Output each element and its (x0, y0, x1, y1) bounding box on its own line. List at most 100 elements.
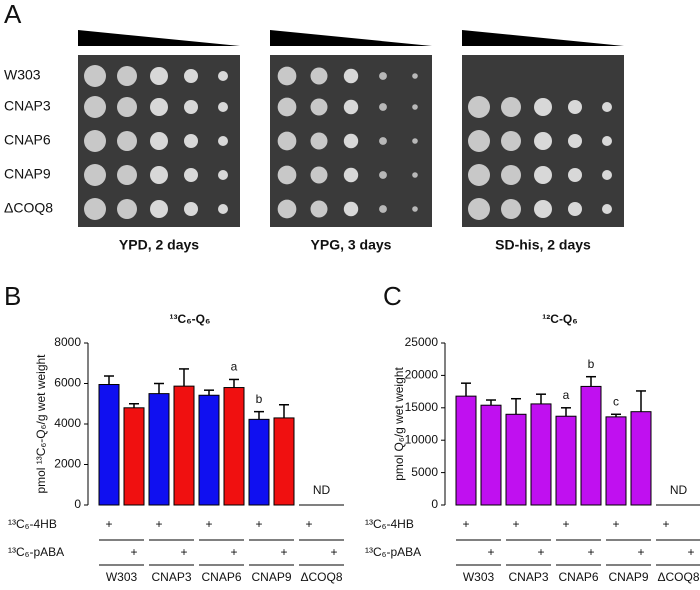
strain-label: ΔCOQ8 (4, 200, 53, 216)
colony-spot (117, 199, 137, 219)
plus-sign: + (155, 517, 162, 531)
y-axis-label: pmol Q₆/g wet weight (392, 367, 406, 481)
row-label: ¹³C₆-pABA (365, 545, 421, 559)
y-axis-label: pmol ¹³C₆-Q₆/g wet weight (34, 354, 48, 494)
colony-spot (277, 66, 297, 86)
colony-spot (379, 171, 387, 179)
panel-letter: B (4, 281, 21, 311)
colony-spot (184, 100, 198, 114)
colony-spot (602, 204, 612, 214)
y-tick-label: 2000 (54, 457, 81, 471)
plus-sign: + (130, 545, 137, 559)
plus-sign: + (662, 517, 669, 531)
error-bar (229, 378, 239, 388)
bar (123, 407, 145, 506)
plus-sign: + (587, 545, 594, 559)
colony-spot (412, 206, 418, 212)
error-bar (511, 397, 521, 415)
bar (530, 403, 552, 506)
row-label: ¹³C₆-pABA (8, 545, 64, 559)
group-label: ΔCOQ8 (300, 570, 342, 584)
group-label: CNAP6 (201, 570, 241, 584)
colony-spot (184, 168, 198, 182)
error-bar (154, 382, 164, 394)
y-tick-label: 25000 (405, 335, 439, 349)
colony-spot (184, 134, 198, 148)
bar (455, 395, 477, 506)
error-bar (636, 390, 646, 412)
error-bar (254, 410, 264, 420)
strain-label: W303 (4, 67, 41, 83)
colony-spot (277, 131, 297, 151)
group-label: CNAP3 (151, 570, 191, 584)
group-label: W303 (106, 570, 138, 584)
group-label: ΔCOQ8 (657, 570, 699, 584)
y-tick-label: 6000 (54, 376, 81, 390)
error-bar (561, 407, 571, 417)
plus-sign: + (637, 545, 644, 559)
y-tick-label: 0 (431, 497, 438, 511)
plus-sign: + (305, 517, 312, 531)
colony-spot (310, 132, 328, 150)
colony-spot (84, 65, 106, 87)
error-bar (204, 389, 214, 396)
colony-spot (343, 201, 359, 217)
bar (605, 416, 627, 506)
colony-spot (84, 96, 106, 118)
plus-sign: + (230, 545, 237, 559)
bar (480, 404, 502, 506)
error-bar (486, 399, 496, 406)
plus-sign: + (487, 545, 494, 559)
colony-spot (84, 130, 106, 152)
colony-spot (184, 69, 198, 83)
y-tick-label: 10000 (405, 432, 439, 446)
bar (198, 394, 220, 506)
error-bar (104, 375, 114, 385)
significance-label: a (563, 388, 570, 402)
nd-label: ND (313, 483, 331, 497)
chart-title: ¹³C₆-Q₆ (170, 312, 211, 326)
colony-spot (501, 199, 521, 219)
y-tick-label: 15000 (405, 400, 439, 414)
error-bar (179, 368, 189, 387)
colony-spot (602, 102, 612, 112)
plus-sign: + (512, 517, 519, 531)
error-bar (461, 382, 471, 397)
colony-spot (602, 170, 612, 180)
significance-label: a (231, 360, 238, 374)
colony-spot (534, 98, 552, 116)
colony-spot (534, 132, 552, 150)
bar (273, 417, 295, 506)
colony-spot (310, 200, 328, 218)
dilution-wedge (78, 30, 240, 46)
y-tick-label: 0 (74, 497, 81, 511)
colony-spot (379, 205, 387, 213)
strain-label: CNAP9 (4, 166, 51, 182)
nd-label: ND (670, 483, 688, 497)
colony-spot (184, 202, 198, 216)
group-label: CNAP3 (508, 570, 548, 584)
colony-spot (468, 96, 490, 118)
colony-spot (379, 137, 387, 145)
plus-sign: + (180, 545, 187, 559)
significance-label: c (613, 394, 619, 408)
y-tick-label: 4000 (54, 416, 81, 430)
panel-letter: A (4, 0, 22, 29)
colony-spot (277, 199, 297, 219)
colony-spot (534, 166, 552, 184)
colony-spot (84, 164, 106, 186)
colony-spot (412, 104, 418, 110)
significance-label: b (256, 392, 263, 406)
colony-spot (568, 100, 582, 114)
bar (223, 387, 245, 506)
y-tick-label: 5000 (411, 465, 438, 479)
colony-spot (310, 67, 328, 85)
colony-spot (277, 97, 297, 117)
colony-spot (310, 98, 328, 116)
colony-spot (568, 202, 582, 216)
colony-spot (150, 132, 168, 150)
colony-spot (468, 130, 490, 152)
colony-spot (277, 165, 297, 185)
y-tick-label: 20000 (405, 368, 439, 382)
colony-spot (150, 200, 168, 218)
